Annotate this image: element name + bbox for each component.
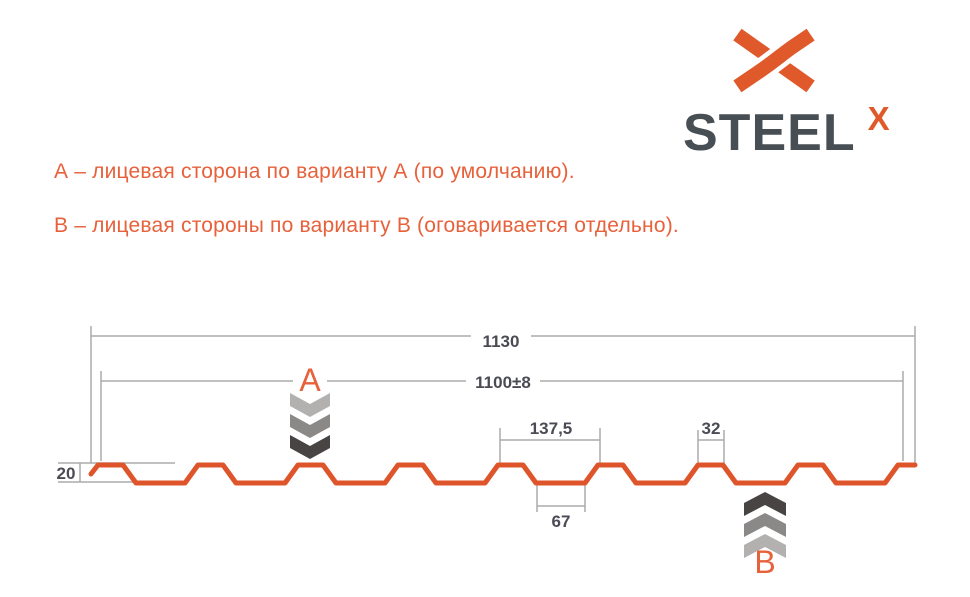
note-variant-a: А – лицевая сторона по варианту А (по ум…: [54, 160, 575, 183]
dimension-value-137-5: 137,5: [530, 419, 573, 438]
chevron-down-mid: [290, 414, 330, 438]
logo-brand-text: STEEL: [683, 104, 856, 162]
dimension-value-67: 67: [552, 512, 571, 531]
chevron-up-mid: [744, 513, 786, 537]
dimension-rib-top-width: 32: [697, 419, 725, 464]
chevron-down-light: [290, 393, 330, 417]
chevron-up-light: [744, 534, 786, 558]
logo-x-strand: [733, 28, 815, 93]
profile-cross-section: [88, 462, 918, 486]
marker-variant-b: В: [744, 492, 786, 580]
dimension-value-1130: 1130: [483, 332, 520, 351]
marker-b-label: В: [754, 544, 775, 580]
chevron-up-icon: [744, 492, 786, 558]
chevron-down-dark: [290, 435, 330, 459]
dimension-working-width: 1100±8: [100, 371, 904, 461]
steelx-chain-x-icon: [730, 24, 818, 97]
logo-wordmark: STEEL X: [683, 100, 898, 164]
dimension-rib-pitch: 137,5: [499, 419, 601, 464]
chevron-up-dark: [744, 492, 786, 516]
marker-variant-a: А: [290, 362, 330, 459]
dimension-rib-bottom-width: 67: [536, 484, 586, 531]
dimension-overall-width: 1130: [90, 326, 916, 463]
dimension-value-32: 32: [702, 419, 721, 438]
marker-a-label: А: [299, 362, 321, 398]
dimension-value-20: 20: [57, 464, 76, 483]
logo-superscript-x: X: [867, 100, 890, 137]
chevron-down-icon: [290, 393, 330, 459]
logo: STEEL X: [683, 18, 898, 162]
dimension-value-1100: 1100±8: [475, 373, 531, 392]
note-variant-b: В – лицевая стороны по варианту В (огова…: [54, 214, 679, 237]
